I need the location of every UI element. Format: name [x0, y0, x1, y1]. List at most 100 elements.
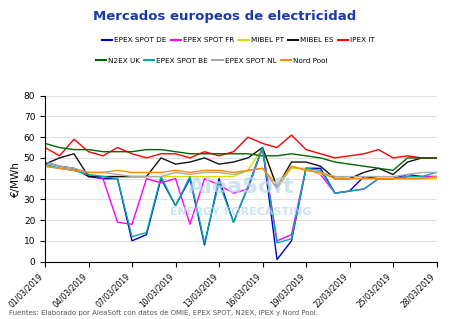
N2EX UK: [405, 156, 410, 160]
EPEX SPOT DE: [144, 233, 149, 237]
EPEX SPOT FR: [347, 189, 352, 193]
EPEX SPOT NL: [57, 164, 62, 168]
EPEX SPOT FR: [42, 164, 48, 168]
EPEX SPOT FR: [129, 222, 135, 226]
IPEX IT: [361, 152, 367, 156]
IPEX IT: [303, 148, 309, 152]
Line: IPEX IT: IPEX IT: [45, 135, 436, 158]
MIBEL PT: [115, 175, 120, 179]
EPEX SPOT DE: [129, 239, 135, 243]
EPEX SPOT DE: [42, 160, 48, 164]
EPEX SPOT BE: [187, 175, 193, 179]
EPEX SPOT NL: [42, 160, 48, 164]
IPEX IT: [42, 145, 48, 149]
MIBEL PT: [158, 175, 164, 179]
EPEX SPOT FR: [405, 175, 410, 179]
Line: N2EX UK: N2EX UK: [45, 144, 436, 170]
MIBEL ES: [173, 162, 178, 166]
EPEX SPOT FR: [434, 175, 439, 179]
Nord Pool: [332, 177, 338, 181]
MIBEL PT: [42, 164, 48, 168]
EPEX SPOT DE: [202, 243, 207, 247]
EPEX SPOT BE: [115, 177, 120, 181]
EPEX SPOT NL: [187, 173, 193, 176]
EPEX SPOT FR: [274, 239, 280, 243]
N2EX UK: [100, 150, 106, 153]
EPEX SPOT FR: [245, 187, 251, 191]
EPEX SPOT DE: [71, 167, 76, 170]
EPEX SPOT DE: [376, 177, 381, 181]
MIBEL ES: [202, 156, 207, 160]
Nord Pool: [347, 177, 352, 181]
MIBEL ES: [361, 170, 367, 174]
EPEX SPOT FR: [318, 173, 323, 176]
EPEX SPOT DE: [434, 175, 439, 179]
N2EX UK: [173, 150, 178, 153]
IPEX IT: [158, 152, 164, 156]
Nord Pool: [187, 170, 193, 174]
Nord Pool: [173, 168, 178, 172]
EPEX SPOT BE: [332, 191, 338, 195]
Nord Pool: [202, 168, 207, 172]
EPEX SPOT BE: [361, 187, 367, 191]
Line: Nord Pool: Nord Pool: [45, 166, 436, 185]
EPEX SPOT NL: [129, 175, 135, 179]
MIBEL ES: [347, 177, 352, 181]
EPEX SPOT NL: [390, 175, 396, 179]
N2EX UK: [187, 152, 193, 156]
EPEX SPOT NL: [216, 170, 222, 174]
IPEX IT: [289, 133, 294, 137]
Text: Mercados europeos de electricidad: Mercados europeos de electricidad: [94, 10, 356, 23]
N2EX UK: [115, 150, 120, 153]
Nord Pool: [390, 177, 396, 181]
MIBEL ES: [245, 156, 251, 160]
N2EX UK: [129, 150, 135, 153]
IPEX IT: [332, 156, 338, 160]
MIBEL PT: [318, 173, 323, 176]
EPEX SPOT FR: [187, 222, 193, 226]
MIBEL PT: [231, 175, 236, 179]
IPEX IT: [144, 156, 149, 160]
N2EX UK: [303, 154, 309, 158]
EPEX SPOT BE: [216, 181, 222, 185]
MIBEL PT: [86, 173, 91, 176]
MIBEL ES: [260, 145, 265, 149]
Nord Pool: [419, 177, 425, 181]
EPEX SPOT DE: [405, 173, 410, 176]
EPEX SPOT BE: [289, 237, 294, 241]
N2EX UK: [419, 156, 425, 160]
N2EX UK: [216, 152, 222, 156]
EPEX SPOT BE: [260, 145, 265, 149]
EPEX SPOT BE: [158, 175, 164, 179]
EPEX SPOT NL: [347, 175, 352, 179]
EPEX SPOT DE: [260, 145, 265, 149]
N2EX UK: [158, 148, 164, 152]
EPEX SPOT NL: [405, 173, 410, 176]
MIBEL PT: [376, 177, 381, 181]
EPEX SPOT BE: [405, 175, 410, 179]
MIBEL ES: [274, 185, 280, 189]
N2EX UK: [332, 160, 338, 164]
MIBEL ES: [318, 164, 323, 168]
EPEX SPOT FR: [86, 173, 91, 176]
IPEX IT: [202, 150, 207, 153]
MIBEL PT: [332, 175, 338, 179]
EPEX SPOT FR: [71, 168, 76, 172]
IPEX IT: [71, 137, 76, 141]
EPEX SPOT BE: [419, 175, 425, 179]
EPEX SPOT BE: [144, 231, 149, 234]
EPEX SPOT NL: [376, 175, 381, 179]
MIBEL ES: [419, 156, 425, 160]
EPEX SPOT NL: [260, 167, 265, 170]
MIBEL ES: [216, 162, 222, 166]
MIBEL PT: [260, 145, 265, 149]
EPEX SPOT BE: [274, 241, 280, 245]
Line: EPEX SPOT NL: EPEX SPOT NL: [45, 162, 436, 189]
MIBEL PT: [347, 177, 352, 181]
Nord Pool: [57, 167, 62, 170]
Nord Pool: [129, 170, 135, 174]
Legend: EPEX SPOT DE, EPEX SPOT FR, MIBEL PT, MIBEL ES, IPEX IT: EPEX SPOT DE, EPEX SPOT FR, MIBEL PT, MI…: [102, 37, 375, 43]
EPEX SPOT BE: [303, 167, 309, 170]
EPEX SPOT NL: [361, 175, 367, 179]
N2EX UK: [57, 145, 62, 149]
